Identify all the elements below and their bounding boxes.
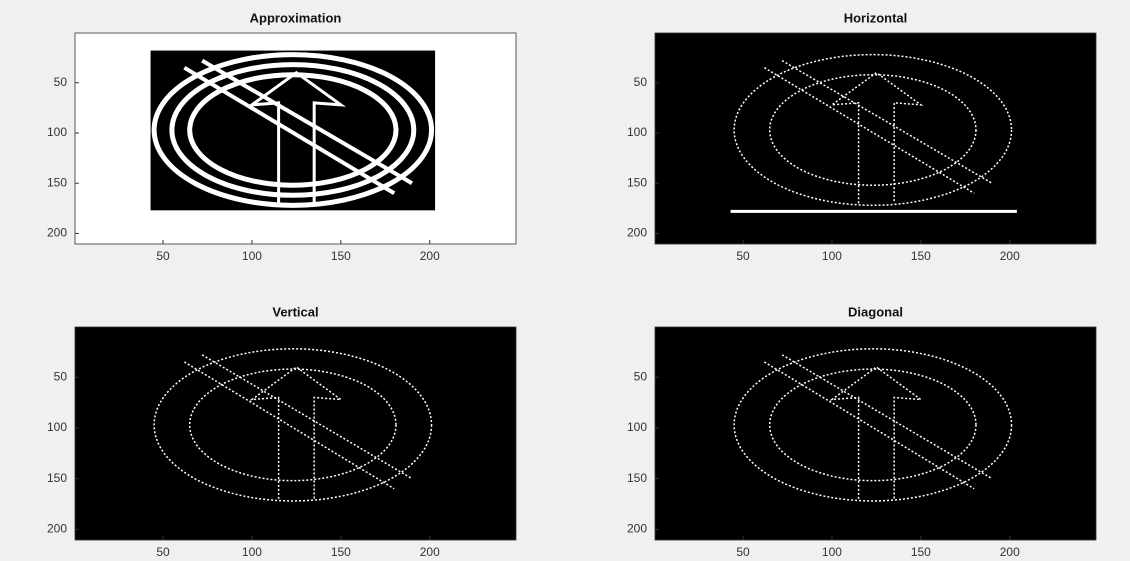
image-background (75, 327, 516, 540)
y-tick-label: 200 (47, 522, 67, 536)
x-tick-label: 200 (420, 545, 440, 559)
y-tick-label: 50 (634, 75, 648, 89)
chart-title: Horizontal (844, 10, 908, 25)
x-tick-label: 50 (156, 545, 170, 559)
x-tick-label: 150 (331, 249, 351, 263)
y-tick-label: 150 (47, 471, 67, 485)
y-tick-label: 100 (47, 125, 67, 139)
image-panel (655, 327, 1096, 540)
y-tick-label: 100 (47, 420, 67, 434)
x-tick-label: 200 (1000, 545, 1020, 559)
y-tick-label: 100 (627, 420, 647, 434)
y-tick-label: 150 (627, 175, 647, 189)
y-tick-label: 50 (54, 369, 68, 383)
chart-title: Vertical (272, 304, 318, 319)
x-tick-label: 100 (242, 545, 262, 559)
x-tick-label: 100 (822, 545, 842, 559)
y-tick-label: 50 (54, 75, 68, 89)
image-panel (75, 327, 516, 540)
x-tick-label: 50 (156, 249, 170, 263)
y-tick-label: 200 (627, 522, 647, 536)
y-tick-label: 100 (627, 125, 647, 139)
y-tick-label: 150 (627, 471, 647, 485)
chart-title: Diagonal (848, 304, 903, 319)
x-tick-label: 50 (736, 249, 750, 263)
y-tick-label: 200 (47, 226, 67, 240)
figure: Approximation 50 100 150 200 50 100 150 200 Horiz… (0, 0, 1130, 561)
x-tick-label: 100 (242, 249, 262, 263)
x-tick-label: 150 (911, 249, 931, 263)
image-panel (655, 33, 1096, 244)
y-tick-label: 50 (634, 369, 648, 383)
image-panel (75, 33, 516, 244)
x-tick-label: 200 (1000, 249, 1020, 263)
image-background (655, 327, 1096, 540)
chart-title: Approximation (250, 10, 342, 25)
y-tick-label: 200 (627, 226, 647, 240)
x-tick-label: 150 (331, 545, 351, 559)
x-tick-label: 50 (736, 545, 750, 559)
x-tick-label: 100 (822, 249, 842, 263)
y-tick-label: 150 (47, 175, 67, 189)
x-tick-label: 200 (420, 249, 440, 263)
x-tick-label: 150 (911, 545, 931, 559)
